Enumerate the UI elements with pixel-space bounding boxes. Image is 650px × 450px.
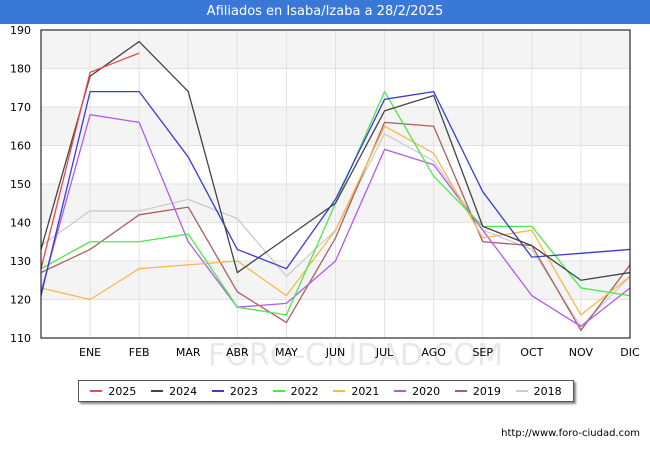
legend-item-2025: 2025 <box>90 385 136 398</box>
series-line-2021 <box>40 125 631 316</box>
legend-label: 2019 <box>472 384 501 398</box>
series-line-2022 <box>40 233 189 270</box>
y-tick-label: 140 <box>10 217 31 230</box>
legend-item-2018: 2018 <box>515 384 562 398</box>
y-tick-label: 150 <box>10 178 31 191</box>
x-tick-label: AGO <box>421 346 446 359</box>
series-line-2020 <box>40 114 631 328</box>
series-line-2022 <box>384 91 631 297</box>
plot-frame <box>40 29 631 339</box>
legend-swatch <box>394 390 407 392</box>
source-url: http://www.foro-ciudad.com <box>501 428 640 439</box>
legend-label: 2023 <box>229 384 258 398</box>
legend-label: 2018 <box>533 384 562 398</box>
x-tick-label: ABR <box>226 346 249 359</box>
legend-item-2020: 2020 <box>394 385 440 398</box>
series-line-2023 <box>40 90 631 296</box>
legend-swatch <box>90 390 103 392</box>
y-tick-label: 190 <box>10 24 31 37</box>
x-axis-ticks: ENE FEB MAR ABR MAY JUN JUL AGO SEP OCT NOV DIC <box>79 346 640 359</box>
x-tick-label: OCT <box>520 346 543 359</box>
x-tick-label: DIC <box>620 346 640 359</box>
y-tick-label: 180 <box>10 63 31 76</box>
y-tick-label: 160 <box>10 140 31 153</box>
y-tick-label: 110 <box>10 332 31 345</box>
legend: 2025 2024 2023 2022 2021 2020 2019 2018 <box>78 380 574 402</box>
legend-swatch <box>151 390 164 392</box>
series-line-2025 <box>40 52 140 269</box>
legend-item-2019: 2019 <box>454 384 501 398</box>
x-tick-label: ENE <box>79 346 101 359</box>
legend-label: 2022 <box>290 384 319 398</box>
legend-label: 2024 <box>169 384 198 398</box>
y-tick-label: 130 <box>10 255 31 268</box>
legend-item-2024: 2024 <box>151 385 197 398</box>
y-axis-ticks: 110 120 130 140 150 160 170 180 190 <box>10 24 31 345</box>
x-tick-label: MAR <box>176 346 201 359</box>
legend-item-2021: 2021 <box>333 385 379 398</box>
series-lines <box>40 40 631 331</box>
legend-label: 2020 <box>412 384 441 398</box>
legend-item-2023: 2023 <box>211 384 258 398</box>
x-tick-label: FEB <box>129 346 150 359</box>
x-tick-label: NOV <box>569 346 594 359</box>
legend-swatch <box>515 390 528 392</box>
series-line-2024 <box>40 40 631 281</box>
x-tick-label: MAY <box>275 346 298 359</box>
y-tick-label: 120 <box>10 294 31 307</box>
x-tick-label: JUN <box>325 346 346 359</box>
legend-label: 2025 <box>108 384 137 398</box>
legend-label: 2021 <box>351 384 380 398</box>
legend-swatch <box>211 390 224 392</box>
x-tick-label: SEP <box>472 346 493 359</box>
legend-swatch <box>272 390 285 392</box>
watermark-text: FORO-CIUDAD.COM <box>208 338 503 373</box>
legend-swatch <box>333 390 346 392</box>
chart-title: Afiliados en Isaba/Izaba a 28/2/2025 <box>0 0 650 24</box>
legend-swatch <box>454 390 467 392</box>
y-tick-label: 170 <box>10 101 31 114</box>
x-tick-label: JUL <box>375 346 394 359</box>
legend-item-2022: 2022 <box>272 384 319 398</box>
